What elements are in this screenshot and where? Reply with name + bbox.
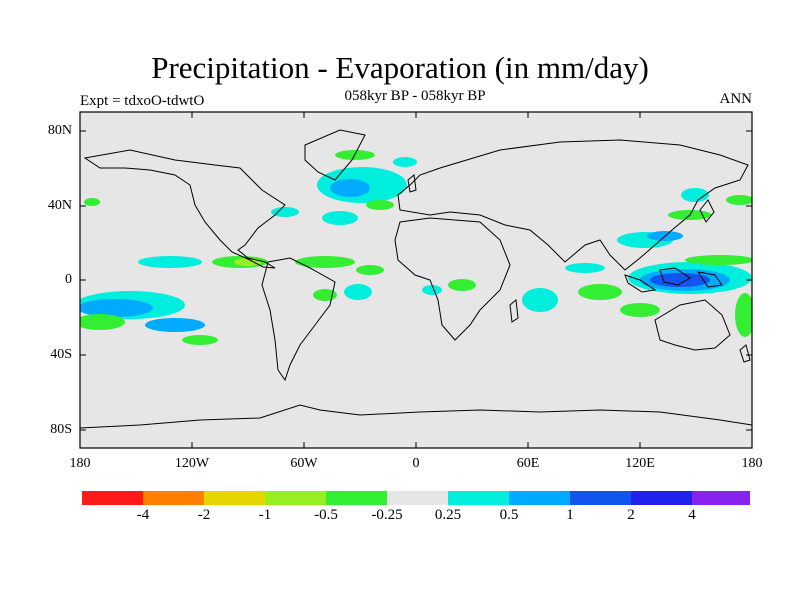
anomaly-patch [393, 157, 417, 167]
coastline-japan [699, 199, 715, 223]
colorbar-swatch [448, 491, 509, 505]
axis-ticks [80, 112, 752, 448]
anomaly-patch [322, 211, 358, 225]
experiment-label: Expt = tdxoO-tdwtO [80, 93, 205, 109]
colorbar-label: -0.5 [314, 507, 338, 523]
anomaly-patch [735, 293, 752, 337]
anomaly-patch [84, 198, 100, 206]
anomaly-patch [726, 195, 752, 205]
coastline-madagascar [509, 299, 519, 323]
colorbar-label: 0.25 [434, 507, 462, 523]
anomaly-patch [522, 288, 558, 312]
colorbar-swatch [509, 491, 570, 505]
colorbar [82, 491, 750, 505]
lon-label: 180 [741, 456, 763, 471]
anomaly-patch [313, 289, 337, 301]
colorbar-label: 0.5 [499, 507, 519, 523]
colorbar-swatch [143, 491, 204, 505]
colorbar-label: -2 [197, 507, 211, 523]
anomaly-patch [80, 299, 153, 317]
colorbar-label: 1 [566, 507, 574, 523]
anomaly-patch [448, 279, 476, 291]
colorbar-swatch [204, 491, 265, 505]
coastline-africa [394, 217, 511, 341]
lat-label: 0 [65, 272, 72, 287]
colorbar-label: -4 [136, 507, 150, 523]
anomaly-patch [295, 256, 355, 268]
lat-label: 40N [47, 198, 72, 213]
colorbar-label: -0.25 [371, 507, 403, 523]
colorbar-swatch [387, 491, 448, 505]
lon-label: 0 [412, 456, 420, 471]
coastline-islands [624, 274, 657, 293]
anomaly-patch [182, 335, 218, 345]
season-label: ANN [719, 91, 753, 107]
colorbar-swatch [631, 491, 692, 505]
map-title: Precipitation - Evaporation (in mm/day) [151, 50, 649, 85]
coastline-north-america [83, 149, 286, 269]
anomaly-patch [80, 314, 125, 330]
coastline-australia [654, 299, 731, 351]
coastline-islands [659, 267, 691, 286]
lon-label: 180 [69, 456, 91, 471]
lat-label: 80S [50, 422, 72, 437]
coastline-new-zealand [739, 344, 751, 363]
coastlines [80, 129, 752, 429]
anomaly-patch [366, 200, 394, 210]
coastline-antarctica [80, 404, 752, 429]
colorbar-swatch [265, 491, 326, 505]
coastline-islands [696, 271, 723, 288]
anomaly-patch [650, 273, 710, 287]
anomaly-patch [620, 303, 660, 317]
coastline-eurasia [397, 139, 749, 271]
anomaly-patch [145, 318, 205, 332]
anomaly-patch [578, 284, 622, 300]
anomaly-patch [565, 263, 605, 273]
lon-label: 60E [516, 456, 540, 471]
lat-label: 40S [50, 347, 72, 362]
anomaly-patch [681, 188, 709, 202]
lon-label: 60W [290, 456, 318, 471]
colorbar-swatch [326, 491, 387, 505]
colorbar-swatch [82, 491, 143, 505]
colorbar-swatch [570, 491, 631, 505]
coastline-south-america [261, 257, 336, 382]
lon-label: 120E [625, 456, 655, 471]
colorbar-label: 2 [627, 507, 635, 523]
anomaly-patch [271, 207, 299, 217]
map-subtitle: 058kyr BP - 058kyr BP [344, 88, 486, 104]
anomaly-patch [138, 256, 202, 268]
anomaly-patch [685, 255, 752, 265]
colorbar-label: -1 [258, 507, 272, 523]
lat-label: 80N [47, 123, 72, 138]
colorbar-swatch [692, 491, 750, 505]
colorbar-label: 4 [688, 507, 696, 523]
anomaly-patch [330, 179, 370, 197]
anomaly-patch [356, 265, 384, 275]
anomaly-patch [344, 284, 372, 300]
coastline-uk [407, 174, 417, 193]
coastline-greenland [304, 129, 366, 181]
anomaly-patch [422, 285, 442, 295]
lon-label: 120W [174, 456, 210, 471]
anomaly-field [80, 150, 752, 345]
